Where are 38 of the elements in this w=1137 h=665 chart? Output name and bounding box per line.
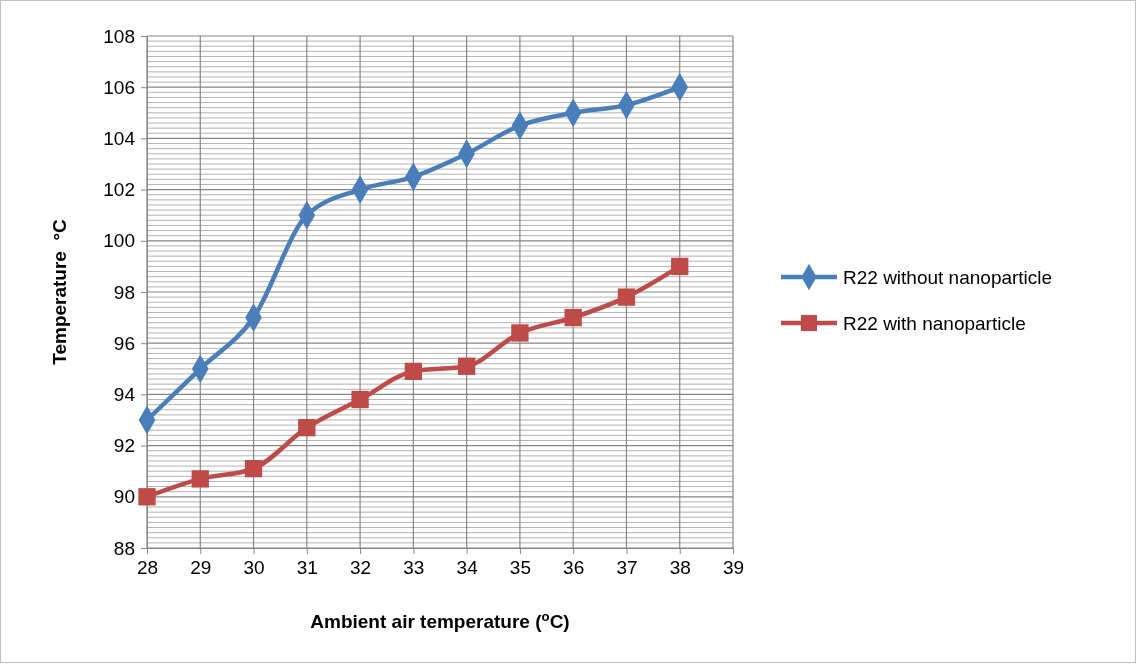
x-tick-label: 39 [722, 557, 745, 579]
x-tick-label: 35 [509, 557, 531, 579]
x-tick-label: 33 [403, 557, 425, 579]
x-tick-label: 29 [190, 557, 212, 579]
x-tick-label: 31 [296, 557, 318, 579]
y-tick-label: 94 [113, 383, 136, 405]
x-tick-label: 28 [136, 557, 159, 579]
y-tick-label: 98 [113, 281, 135, 303]
point [511, 324, 529, 342]
point [457, 357, 476, 375]
x-tick-label: 38 [669, 557, 691, 579]
y-tick-label: 100 [103, 230, 135, 252]
point [617, 288, 636, 306]
y-tick-label: 96 [113, 332, 135, 354]
y-tick-label: 90 [113, 486, 135, 508]
y-tick-label: 106 [103, 76, 135, 98]
point [671, 257, 689, 276]
y-tick-label: 88 [113, 537, 135, 559]
legend-label: R22 with nanoparticle [843, 312, 1026, 334]
point [191, 470, 209, 488]
point [298, 419, 316, 437]
point [138, 488, 156, 506]
x-tick-label: 34 [456, 557, 479, 579]
point [404, 362, 423, 381]
y-tick-label: 108 [103, 25, 135, 47]
point [564, 308, 582, 327]
x-tick-label: 37 [616, 557, 638, 579]
y-tick-label: 104 [103, 127, 136, 149]
y-tick-label: 102 [103, 179, 135, 201]
x-tick-label: 36 [563, 557, 585, 579]
y-tick-label: 92 [113, 435, 135, 457]
y-axis-title: Temperature °C [49, 218, 70, 365]
x-axis-title: Ambient air temperature ($^{o}$C) [310, 608, 570, 632]
legend-label: R22 without nanoparticle [843, 266, 1053, 288]
x-tick-label: 30 [243, 557, 265, 579]
x-tick-label: 32 [350, 557, 372, 579]
point [244, 459, 263, 478]
point [351, 390, 369, 409]
